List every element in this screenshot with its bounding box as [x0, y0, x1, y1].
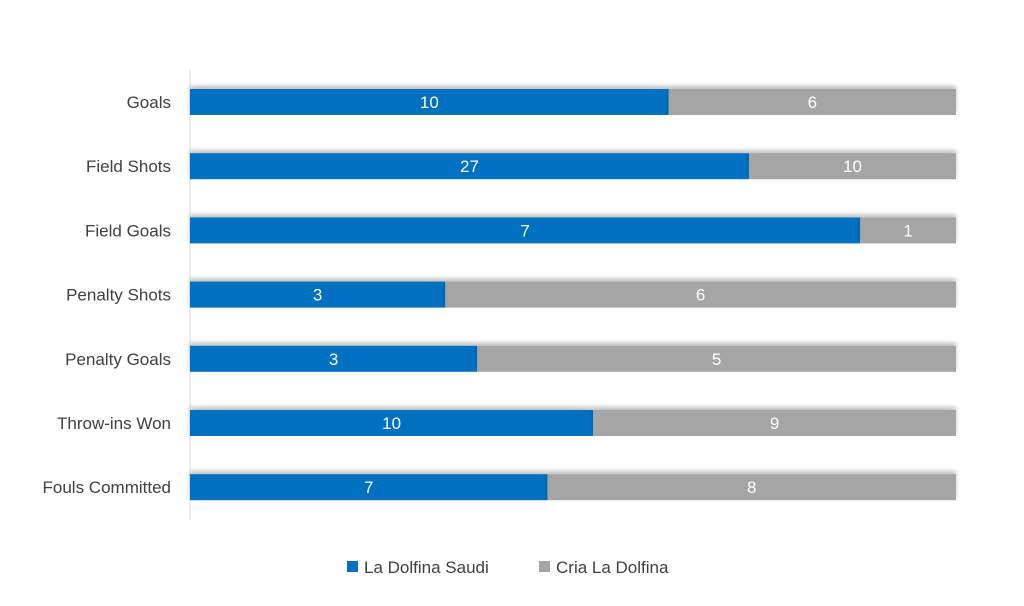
legend-swatch: [347, 561, 358, 572]
data-label: 10: [420, 93, 439, 112]
legend: La Dolfina Saudi Cria La Dolfina: [347, 558, 669, 577]
category-label: Field Shots: [86, 157, 171, 176]
legend-swatch: [539, 561, 550, 572]
data-label: 3: [313, 286, 322, 305]
category-label: Penalty Shots: [66, 286, 171, 305]
bar-segment: [190, 217, 861, 244]
bar-segment: [190, 153, 749, 180]
bar-segment: [190, 89, 669, 115]
data-label: 10: [382, 414, 401, 433]
category-label: Field Goals: [85, 221, 171, 240]
bar-segment: [668, 89, 956, 115]
data-label: 3: [329, 350, 338, 369]
category-label: Fouls Committed: [43, 478, 171, 497]
bar-segment: [190, 410, 594, 436]
data-label: 7: [520, 221, 529, 240]
data-label: 8: [747, 478, 756, 497]
bar-segment: [445, 281, 956, 308]
bar-segment: [748, 153, 956, 180]
data-label: 10: [843, 157, 862, 176]
bar-segment: [860, 217, 956, 244]
legend-label: Cria La Dolfina: [556, 558, 669, 577]
data-label: 9: [770, 414, 779, 433]
bar-segment: [190, 474, 548, 501]
bar-segment: [593, 410, 956, 436]
data-label: 27: [460, 157, 479, 176]
data-label: 5: [712, 350, 721, 369]
bar-segment: [190, 281, 446, 308]
bar-segment: [547, 474, 956, 501]
category-label: Throw-ins Won: [57, 414, 171, 433]
data-label: 6: [808, 93, 817, 112]
data-label: 6: [696, 286, 705, 305]
category-label: Penalty Goals: [65, 350, 171, 369]
category-label: Goals: [127, 93, 171, 112]
bar-segment: [190, 345, 478, 372]
data-label: 1: [903, 221, 912, 240]
data-label: 7: [364, 478, 373, 497]
bar-segment: [477, 345, 956, 372]
legend-label: La Dolfina Saudi: [364, 558, 489, 577]
